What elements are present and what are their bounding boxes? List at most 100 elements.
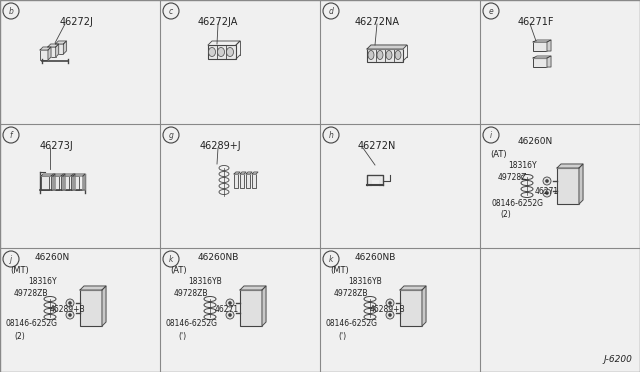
Text: c: c [169, 6, 173, 16]
Circle shape [66, 311, 74, 319]
Circle shape [323, 127, 339, 143]
Polygon shape [400, 286, 426, 290]
Text: 46272N: 46272N [358, 141, 396, 151]
FancyBboxPatch shape [40, 50, 48, 60]
Circle shape [386, 299, 394, 307]
Text: 08146-6252G: 08146-6252G [5, 320, 57, 328]
Circle shape [323, 3, 339, 19]
Circle shape [323, 251, 339, 267]
Polygon shape [71, 174, 85, 176]
Polygon shape [579, 164, 583, 204]
Text: (MT): (MT) [10, 266, 29, 275]
Text: h: h [328, 131, 333, 140]
Circle shape [226, 299, 234, 307]
Circle shape [3, 127, 19, 143]
Text: k: k [329, 254, 333, 263]
Ellipse shape [386, 51, 392, 60]
Circle shape [66, 299, 74, 307]
Text: 46271F: 46271F [518, 17, 554, 27]
Text: 46260N: 46260N [518, 138, 553, 147]
Bar [51, 176, 59, 190]
Text: g: g [168, 131, 173, 140]
Polygon shape [61, 174, 75, 176]
Text: 46289+B: 46289+B [370, 305, 406, 314]
Polygon shape [83, 174, 85, 190]
Polygon shape [252, 172, 258, 174]
Text: (2): (2) [500, 209, 511, 218]
Text: ('): (') [338, 331, 346, 340]
Bar [41, 176, 49, 190]
Ellipse shape [209, 48, 216, 57]
Circle shape [483, 3, 499, 19]
Bar [557, 168, 579, 204]
Circle shape [386, 311, 394, 319]
Polygon shape [234, 172, 240, 174]
Text: 49728Z: 49728Z [498, 173, 527, 183]
Text: J-6200: J-6200 [603, 355, 632, 364]
Polygon shape [557, 164, 583, 168]
Bar [533, 42, 547, 51]
Text: 46271: 46271 [215, 305, 239, 314]
Polygon shape [53, 174, 55, 190]
Polygon shape [73, 174, 75, 190]
Text: 08146-6252G: 08146-6252G [165, 320, 217, 328]
Polygon shape [40, 47, 51, 50]
Text: d: d [328, 6, 333, 16]
Polygon shape [48, 44, 59, 47]
Text: 46289+J: 46289+J [200, 141, 242, 151]
Bar [61, 176, 69, 190]
Bar [234, 174, 238, 188]
Bar [80, 290, 102, 326]
Text: 18316Y: 18316Y [508, 161, 536, 170]
Text: 18316Y: 18316Y [28, 278, 56, 286]
Polygon shape [240, 286, 266, 290]
Text: i: i [490, 131, 492, 140]
Circle shape [543, 189, 551, 197]
Circle shape [68, 301, 72, 305]
Bar [208, 45, 236, 59]
Text: 46289+B: 46289+B [50, 305, 86, 314]
Text: 46272JA: 46272JA [198, 17, 238, 27]
Text: 18316YB: 18316YB [188, 278, 221, 286]
Ellipse shape [227, 48, 234, 57]
FancyBboxPatch shape [48, 47, 56, 57]
Circle shape [483, 127, 499, 143]
Text: 46272NA: 46272NA [355, 17, 400, 27]
Ellipse shape [377, 51, 383, 60]
Circle shape [388, 314, 392, 317]
Text: 08146-6252G: 08146-6252G [492, 199, 544, 208]
Text: f: f [10, 131, 12, 140]
Polygon shape [41, 174, 55, 176]
Polygon shape [80, 286, 106, 290]
Text: 46272J: 46272J [60, 17, 94, 27]
Circle shape [163, 3, 179, 19]
Text: ('): (') [178, 331, 186, 340]
Polygon shape [56, 41, 67, 44]
Bar [533, 58, 547, 67]
Polygon shape [63, 174, 65, 190]
Polygon shape [547, 40, 551, 51]
Text: (2): (2) [14, 331, 25, 340]
Polygon shape [262, 286, 266, 326]
Text: 46260N: 46260N [35, 253, 70, 263]
Polygon shape [102, 286, 106, 326]
Text: (AT): (AT) [490, 150, 507, 158]
Circle shape [163, 127, 179, 143]
Polygon shape [63, 41, 67, 54]
Text: 46260NB: 46260NB [355, 253, 396, 263]
Text: 08146-6252G: 08146-6252G [325, 320, 377, 328]
Text: 49728ZB: 49728ZB [174, 289, 209, 298]
Bar [400, 290, 422, 326]
Circle shape [3, 3, 19, 19]
Circle shape [226, 311, 234, 319]
Ellipse shape [395, 51, 401, 60]
Bar [367, 49, 403, 62]
Text: (MT): (MT) [330, 266, 349, 275]
Circle shape [228, 301, 232, 305]
Bar [71, 176, 79, 190]
Circle shape [3, 251, 19, 267]
Polygon shape [51, 174, 65, 176]
Text: e: e [488, 6, 493, 16]
Text: 46273J: 46273J [40, 141, 74, 151]
Polygon shape [422, 286, 426, 326]
